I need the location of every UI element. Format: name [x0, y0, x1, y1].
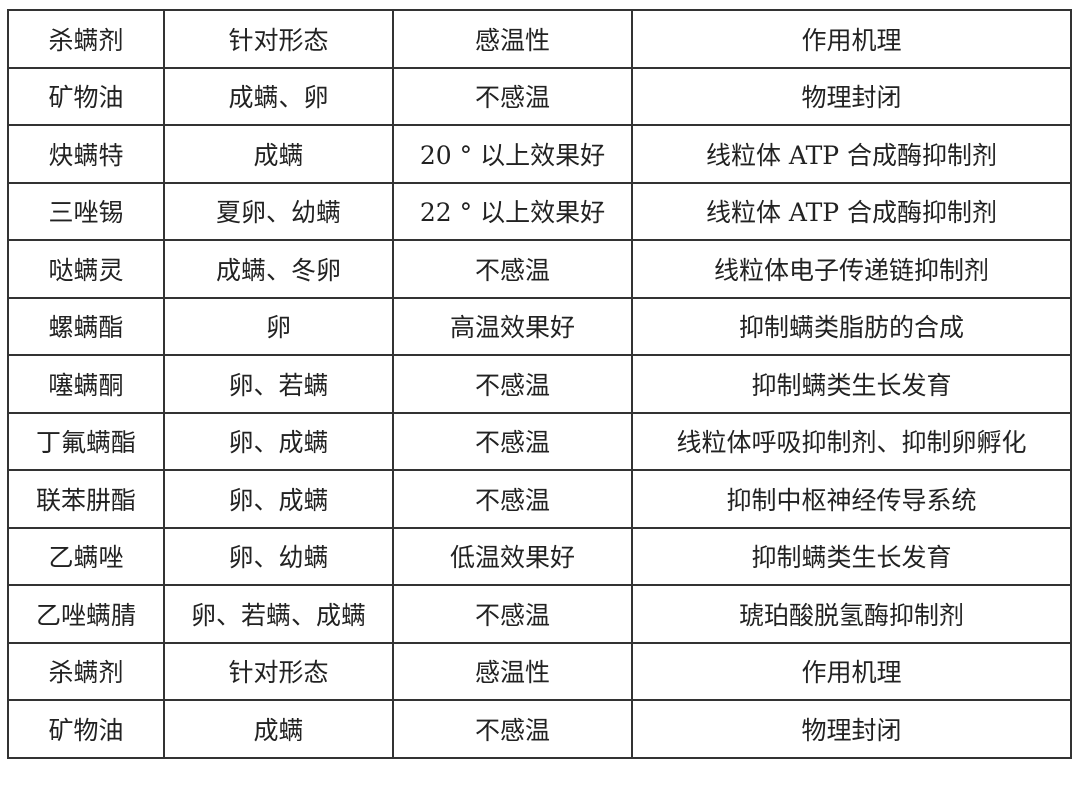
- acaricide-cell: 丁氟螨酯: [7, 411, 165, 471]
- mechanism-cell: 线粒体呼吸抑制剂、抑制卵孵化: [631, 411, 1072, 471]
- acaricide-cell: 杀螨剂: [7, 641, 165, 701]
- table-row: 矿物油 成螨、卵 不感温 物理封闭: [7, 66, 1072, 126]
- mechanism-cell: 抑制螨类生长发育: [631, 526, 1072, 586]
- target-stage-cell: 成螨、卵: [163, 66, 394, 126]
- mechanism-cell: 物理封闭: [631, 66, 1072, 126]
- temperature-sensitivity-cell: 不感温: [392, 239, 633, 299]
- acaricide-cell: 联苯肼酯: [7, 469, 165, 529]
- table-row: 矿物油 成螨 不感温 物理封闭: [7, 699, 1072, 759]
- acaricide-cell: 炔螨特: [7, 124, 165, 184]
- table-row: 联苯肼酯 卵、成螨 不感温 抑制中枢神经传导系统: [7, 469, 1072, 529]
- acaricide-cell: 乙唑螨腈: [7, 584, 165, 644]
- mechanism-cell: 抑制螨类脂肪的合成: [631, 296, 1072, 356]
- target-stage-cell: 针对形态: [163, 9, 394, 69]
- table-row: 乙唑螨腈 卵、若螨、成螨 不感温 琥珀酸脱氢酶抑制剂: [7, 584, 1072, 644]
- temperature-sensitivity-cell: 不感温: [392, 66, 633, 126]
- table-row: 三唑锡 夏卵、幼螨 22 ° 以上效果好 线粒体 ATP 合成酶抑制剂: [7, 181, 1072, 241]
- acaricide-cell: 螺螨酯: [7, 296, 165, 356]
- target-stage-cell: 成螨: [163, 699, 394, 759]
- temperature-sensitivity-cell: 感温性: [392, 641, 633, 701]
- acaricide-cell: 杀螨剂: [7, 9, 165, 69]
- target-stage-cell: 卵、成螨: [163, 469, 394, 529]
- mechanism-cell: 抑制螨类生长发育: [631, 354, 1072, 414]
- temperature-sensitivity-cell: 感温性: [392, 9, 633, 69]
- table-row: 丁氟螨酯 卵、成螨 不感温 线粒体呼吸抑制剂、抑制卵孵化: [7, 411, 1072, 471]
- table-row: 噻螨酮 卵、若螨 不感温 抑制螨类生长发育: [7, 354, 1072, 414]
- mechanism-cell: 线粒体 ATP 合成酶抑制剂: [631, 124, 1072, 184]
- target-stage-cell: 卵、幼螨: [163, 526, 394, 586]
- acaricide-table: 杀螨剂 针对形态 感温性 作用机理 矿物油 成螨、卵 不感温 物理封闭 炔螨特 成螨 20 ° 以上…: [7, 9, 1072, 759]
- mechanism-cell: 抑制中枢神经传导系统: [631, 469, 1072, 529]
- acaricide-cell: 噻螨酮: [7, 354, 165, 414]
- target-stage-cell: 成螨: [163, 124, 394, 184]
- target-stage-cell: 卵: [163, 296, 394, 356]
- table-row: 乙螨唑 卵、幼螨 低温效果好 抑制螨类生长发育: [7, 526, 1072, 586]
- temperature-sensitivity-cell: 不感温: [392, 699, 633, 759]
- target-stage-cell: 卵、若螨、成螨: [163, 584, 394, 644]
- table-row: 螺螨酯卵高温效果好 抑制螨类脂肪的合成: [7, 296, 1072, 356]
- temperature-sensitivity-cell: 不感温: [392, 469, 633, 529]
- target-stage-cell: 卵、成螨: [163, 411, 394, 471]
- target-stage-cell: 夏卵、幼螨: [163, 181, 394, 241]
- acaricide-cell: 乙螨唑: [7, 526, 165, 586]
- acaricide-cell: 哒螨灵: [7, 239, 165, 299]
- table-row: 哒螨灵 成螨、冬卵 不感温 线粒体电子传递链抑制剂: [7, 239, 1072, 299]
- temperature-sensitivity-cell: 低温效果好: [392, 526, 633, 586]
- acaricide-cell: 矿物油: [7, 66, 165, 126]
- target-stage-cell: 卵、若螨: [163, 354, 394, 414]
- acaricide-cell: 三唑锡: [7, 181, 165, 241]
- temperature-sensitivity-cell: 高温效果好: [392, 296, 633, 356]
- temperature-sensitivity-cell: 不感温: [392, 411, 633, 471]
- temperature-sensitivity-cell: 20 ° 以上效果好: [392, 124, 633, 184]
- temperature-sensitivity-cell: 22 ° 以上效果好: [392, 181, 633, 241]
- mechanism-cell: 线粒体 ATP 合成酶抑制剂: [631, 181, 1072, 241]
- target-stage-cell: 针对形态: [163, 641, 394, 701]
- temperature-sensitivity-cell: 不感温: [392, 354, 633, 414]
- mechanism-cell: 物理封闭: [631, 699, 1072, 759]
- mechanism-cell: 线粒体电子传递链抑制剂: [631, 239, 1072, 299]
- table-row: 炔螨特 成螨 20 ° 以上效果好 线粒体 ATP 合成酶抑制剂: [7, 124, 1072, 184]
- acaricide-cell: 矿物油: [7, 699, 165, 759]
- mechanism-cell: 琥珀酸脱氢酶抑制剂: [631, 584, 1072, 644]
- table-row: 杀螨剂 针对形态 感温性 作用机理: [7, 641, 1072, 701]
- table-row: 杀螨剂 针对形态 感温性 作用机理: [7, 9, 1072, 69]
- temperature-sensitivity-cell: 不感温: [392, 584, 633, 644]
- target-stage-cell: 成螨、冬卵: [163, 239, 394, 299]
- mechanism-cell: 作用机理: [631, 9, 1072, 69]
- mechanism-cell: 作用机理: [631, 641, 1072, 701]
